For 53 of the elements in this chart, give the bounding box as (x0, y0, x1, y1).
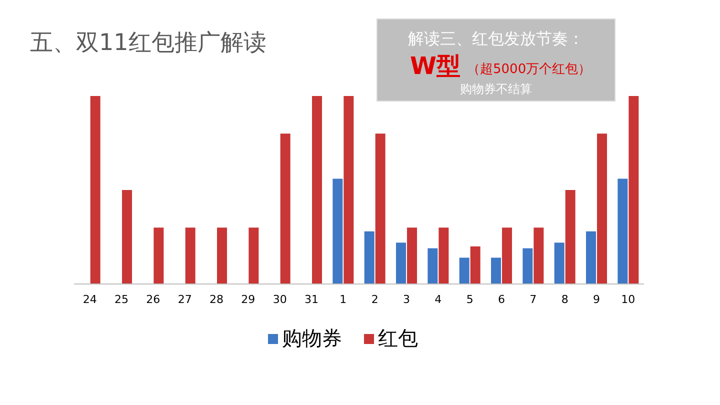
x-tick-label: 31 (304, 293, 318, 306)
legend-label: 红包 (378, 326, 418, 350)
x-tick-label: 29 (241, 293, 256, 306)
bar (364, 231, 374, 284)
bar (90, 96, 100, 284)
bar (185, 228, 196, 284)
bar (618, 178, 628, 284)
x-tick-label: 26 (146, 293, 160, 306)
bar (534, 228, 544, 284)
bar (312, 96, 322, 284)
bar (280, 134, 290, 284)
bar (344, 96, 354, 284)
x-tick-label: 30 (272, 293, 287, 306)
bar (554, 242, 564, 284)
bar (459, 258, 470, 284)
bar (375, 134, 386, 284)
bar (597, 134, 607, 284)
bar (628, 96, 639, 284)
legend-label: 购物券 (282, 326, 342, 350)
x-tick-label: 9 (593, 293, 600, 306)
bar (154, 228, 164, 284)
bar (502, 228, 512, 284)
bar (332, 178, 343, 284)
bar (428, 248, 438, 284)
bar (438, 228, 449, 284)
x-tick-label: 4 (434, 293, 442, 306)
bar (248, 228, 259, 284)
bar (396, 242, 406, 284)
x-tick-label: 8 (561, 293, 568, 306)
bar (407, 228, 417, 284)
bar (217, 228, 227, 284)
x-tick-label: 6 (498, 293, 505, 306)
text: （超5000万个红包） (467, 62, 592, 77)
x-tick-label: 5 (466, 293, 474, 306)
text: 购物券不结算 (460, 82, 532, 96)
bar (470, 246, 480, 284)
x-tick-label: 7 (530, 293, 537, 306)
x-tick-label: 3 (403, 293, 410, 306)
bar (522, 248, 533, 284)
bar (491, 258, 501, 284)
text: 解读三、红包发放节奏： (408, 29, 584, 48)
x-tick-label: 28 (210, 293, 224, 306)
x-tick-label: 2 (371, 293, 378, 306)
bar (122, 190, 132, 284)
x-tick-label: 27 (178, 293, 192, 306)
chart-title: 五、双11红包推广解读 (30, 30, 266, 56)
x-tick-label: 10 (621, 293, 636, 306)
text: W型 (410, 52, 460, 80)
bar (565, 190, 576, 284)
bar (586, 231, 596, 284)
x-tick-label: 25 (114, 293, 128, 306)
x-tick-label: 1 (340, 293, 347, 306)
x-tick-label: 24 (82, 293, 97, 306)
